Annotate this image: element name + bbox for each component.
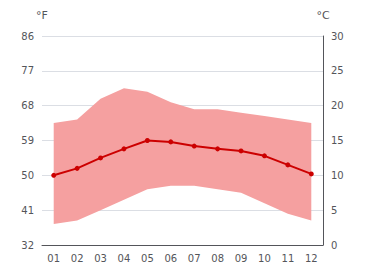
svg-text:12: 12 — [305, 253, 318, 264]
svg-text:59: 59 — [21, 135, 34, 146]
svg-text:11: 11 — [282, 253, 295, 264]
svg-text:09: 09 — [235, 253, 248, 264]
svg-text:32: 32 — [21, 240, 34, 251]
svg-text:50: 50 — [21, 170, 34, 181]
svg-text:°C: °C — [316, 9, 330, 22]
svg-text:0: 0 — [331, 240, 337, 251]
svg-text:77: 77 — [21, 65, 34, 76]
svg-text:68: 68 — [21, 100, 34, 111]
svg-text:20: 20 — [331, 100, 344, 111]
svg-text:04: 04 — [118, 253, 131, 264]
svg-text:05: 05 — [141, 253, 154, 264]
svg-text:01: 01 — [47, 253, 60, 264]
svg-text:08: 08 — [211, 253, 224, 264]
svg-text:5: 5 — [331, 205, 337, 216]
svg-text:06: 06 — [164, 253, 177, 264]
svg-text:10: 10 — [331, 170, 344, 181]
svg-text:03: 03 — [94, 253, 107, 264]
svg-text:25: 25 — [331, 65, 344, 76]
svg-text:07: 07 — [188, 253, 201, 264]
svg-text:02: 02 — [71, 253, 84, 264]
svg-text:15: 15 — [331, 135, 344, 146]
svg-text:86: 86 — [21, 31, 34, 42]
svg-text:41: 41 — [21, 205, 34, 216]
svg-text:30: 30 — [331, 31, 344, 42]
svg-text:10: 10 — [258, 253, 271, 264]
svg-text:°F: °F — [36, 9, 48, 22]
